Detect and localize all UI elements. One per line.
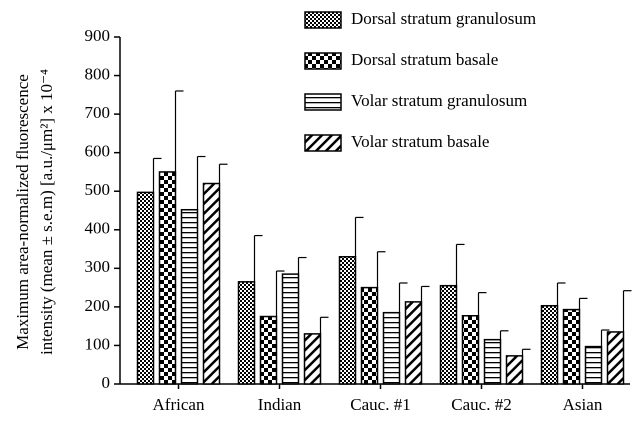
- y-tick-label: 400: [85, 219, 111, 238]
- y-tick-label: 500: [85, 180, 111, 199]
- y-axis-label: intensity (mean ± s.e.m) [a.u./μm²] x 10…: [37, 69, 56, 355]
- bar: [338, 256, 357, 385]
- legend-swatch: [304, 93, 342, 111]
- bar: [158, 171, 177, 385]
- y-tick-label: 100: [85, 334, 111, 353]
- bar: [360, 286, 379, 385]
- y-tick-label: 800: [85, 64, 111, 83]
- bar: [281, 273, 300, 385]
- x-tick-label: Cauc. #1: [350, 395, 410, 414]
- bar: [439, 284, 458, 385]
- bar: [505, 355, 524, 385]
- bar: [303, 333, 322, 385]
- bar: [461, 315, 480, 385]
- y-tick-label: 200: [85, 296, 111, 315]
- x-tick-label: Cauc. #2: [451, 395, 511, 414]
- y-tick-label: 700: [85, 103, 111, 122]
- legend-swatch: [304, 11, 342, 29]
- bar: [606, 331, 625, 385]
- x-tick-label: Indian: [258, 395, 302, 414]
- bar: [382, 311, 401, 385]
- x-tick-label: African: [153, 395, 205, 414]
- y-axis-label: Maximum area-normalized fluorescence: [13, 74, 32, 350]
- y-tick-label: 300: [85, 257, 111, 276]
- bar: [136, 191, 155, 385]
- x-tick-label: Asian: [563, 395, 603, 414]
- y-tick-label: 600: [85, 142, 111, 161]
- bar: [404, 301, 423, 385]
- legend-label: Dorsal stratum basale: [351, 50, 498, 69]
- bar: [483, 338, 502, 385]
- legend-swatch: [304, 52, 342, 70]
- bar: [180, 208, 199, 385]
- bar: [540, 304, 559, 385]
- bar: [259, 315, 278, 385]
- legend-label: Volar stratum granulosum: [351, 91, 527, 110]
- bar: [584, 345, 603, 385]
- legend-label: Dorsal stratum granulosum: [351, 9, 536, 28]
- bar: [202, 182, 221, 385]
- legend-label: Volar stratum basale: [351, 132, 489, 151]
- legend-swatch: [304, 134, 342, 152]
- y-tick-label: 900: [85, 26, 111, 45]
- bar: [237, 281, 256, 385]
- y-tick-label: 0: [102, 373, 111, 392]
- bar: [562, 308, 581, 385]
